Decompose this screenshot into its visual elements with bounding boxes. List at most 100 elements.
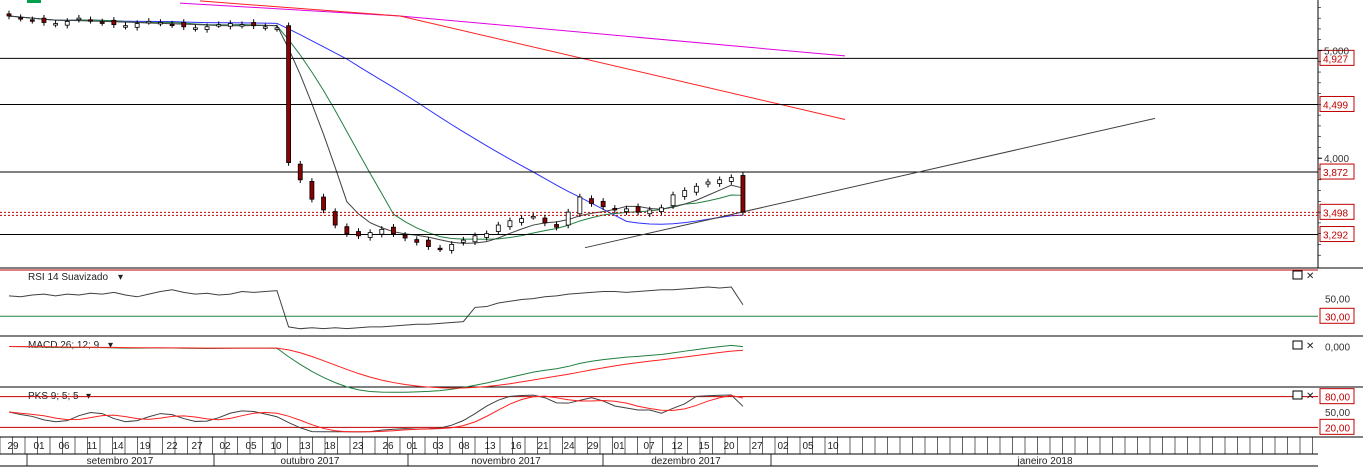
- rsi-level-tag: 50,00: [1325, 295, 1350, 306]
- candle: [600, 198, 606, 210]
- month-labels: setembro 2017 outubro 2017 novembro 2017 de…: [26, 454, 1073, 467]
- day-label: 27: [191, 441, 203, 452]
- candle: [519, 215, 524, 226]
- maximize-icon[interactable]: [1292, 270, 1303, 280]
- maximize-icon[interactable]: [1292, 340, 1303, 350]
- candle: [286, 22, 292, 166]
- candle: [495, 221, 501, 235]
- pks-level-tag: 80,00: [1319, 388, 1355, 405]
- macd-title[interactable]: MACD 26; 12; 9: [28, 340, 100, 351]
- candle: [356, 228, 361, 240]
- price-axis: 5,000 4,000: [1318, 7, 1349, 256]
- moving-average-gray: [8, 15, 744, 244]
- horizontal-levels: 4,927 4,499 3,872 3,498 3,292: [0, 49, 1355, 243]
- trend-line-segment[interactable]: [584, 117, 1156, 249]
- macd-level-label: 0,000: [1325, 343, 1350, 354]
- macd-levels: 0,000: [1325, 343, 1350, 354]
- rsi-title[interactable]: RSI 14 Suavizado: [28, 272, 108, 283]
- x-axis: 29 01 06 11 14 19 22 27 02 05 10 13 18 23 26 01 03 08 13 16…: [0, 437, 1318, 467]
- candle: [251, 19, 257, 29]
- day-label: 22: [166, 441, 178, 452]
- candle: [344, 223, 350, 237]
- price-axis-label: 5,000: [1324, 46, 1349, 57]
- level-tag-label: 3,292: [1323, 231, 1348, 242]
- candle: [740, 172, 746, 216]
- macd-signal-line: [8, 346, 743, 389]
- svg-text:30,00: 30,00: [1325, 312, 1350, 323]
- rsi-dropdown-icon[interactable]: ▾: [118, 272, 123, 283]
- candle: [425, 236, 431, 250]
- candle: [274, 24, 280, 32]
- day-label: 20: [723, 441, 735, 452]
- day-label: 14: [112, 441, 124, 452]
- level-tag-label: 4,499: [1323, 100, 1348, 111]
- pks-d-line: [8, 395, 744, 433]
- day-label: 05: [802, 441, 814, 452]
- day-label: 13: [299, 441, 311, 452]
- svg-text:50,00: 50,00: [1325, 408, 1350, 419]
- pks-level-tag: 20,00: [1319, 418, 1355, 435]
- candle: [728, 174, 734, 185]
- month-label: janeiro 2018: [1016, 456, 1072, 467]
- pks-level-tag: 50,00: [1325, 408, 1350, 419]
- day-label: 27: [751, 441, 763, 452]
- month-label: novembro 2017: [471, 456, 541, 467]
- candle: [659, 204, 664, 215]
- pks-k-line: [8, 394, 744, 433]
- candle: [134, 20, 140, 31]
- candle: [507, 217, 513, 230]
- candle: [64, 18, 70, 29]
- candle: [204, 23, 210, 33]
- level-tag: 4,927: [1319, 49, 1355, 66]
- candle: [624, 205, 629, 215]
- day-label: 05: [245, 441, 257, 452]
- level-tag-label: 3,872: [1323, 168, 1348, 179]
- month-label: outubro 2017: [281, 456, 340, 467]
- candle: [682, 187, 688, 200]
- candle: [18, 14, 24, 22]
- day-label: 13: [484, 441, 496, 452]
- close-icon[interactable]: ✕: [1306, 271, 1314, 282]
- level-tag-label: 4,927: [1323, 54, 1348, 65]
- close-icon[interactable]: ✕: [1306, 391, 1314, 402]
- day-label: 29: [587, 441, 599, 452]
- rsi-line: [8, 286, 744, 330]
- candle: [693, 183, 699, 196]
- trend-line[interactable]: [584, 117, 1156, 249]
- candle: [239, 21, 245, 29]
- close-icon[interactable]: ✕: [1306, 341, 1314, 352]
- day-label: 18: [324, 441, 336, 452]
- macd-dropdown-icon[interactable]: ▾: [108, 340, 113, 351]
- svg-text:80,00: 80,00: [1325, 393, 1350, 404]
- day-label: 03: [432, 441, 444, 452]
- candle: [391, 223, 396, 237]
- day-label: 08: [458, 441, 470, 452]
- candle: [542, 214, 548, 227]
- candle: [227, 20, 233, 30]
- month-label: setembro 2017: [87, 456, 154, 467]
- candle: [484, 230, 490, 241]
- level-tag: 3,872: [1319, 163, 1355, 180]
- moving-average-red: [199, 0, 846, 120]
- svg-text:50,00: 50,00: [1325, 295, 1350, 306]
- candle: [577, 193, 583, 217]
- day-label: 23: [352, 441, 364, 452]
- candle: [612, 205, 618, 214]
- maximize-icon[interactable]: [1292, 390, 1303, 400]
- candle: [472, 232, 478, 245]
- candle: [367, 229, 373, 241]
- rsi-level-tag: 30,00: [1319, 307, 1355, 324]
- moving-average-blue: [8, 15, 743, 225]
- day-label: 12: [671, 441, 683, 452]
- svg-text:20,00: 20,00: [1325, 423, 1350, 434]
- day-label: 29: [7, 441, 19, 452]
- day-label: 21: [537, 441, 549, 452]
- candle: [53, 20, 58, 28]
- candle: [414, 236, 420, 246]
- candle: [76, 14, 82, 23]
- candle: [321, 193, 326, 214]
- day-label: 01: [33, 441, 45, 452]
- candle: [123, 22, 128, 30]
- candle: [262, 23, 268, 31]
